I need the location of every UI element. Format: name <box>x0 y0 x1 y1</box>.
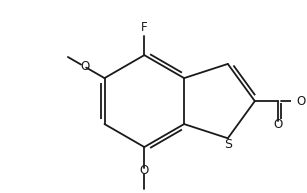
Text: methyl: methyl <box>64 55 68 57</box>
Text: O: O <box>80 60 89 73</box>
Text: S: S <box>224 138 232 151</box>
Text: O: O <box>140 163 149 177</box>
Text: O: O <box>296 95 305 108</box>
Text: O: O <box>273 118 282 131</box>
Text: F: F <box>141 21 148 34</box>
